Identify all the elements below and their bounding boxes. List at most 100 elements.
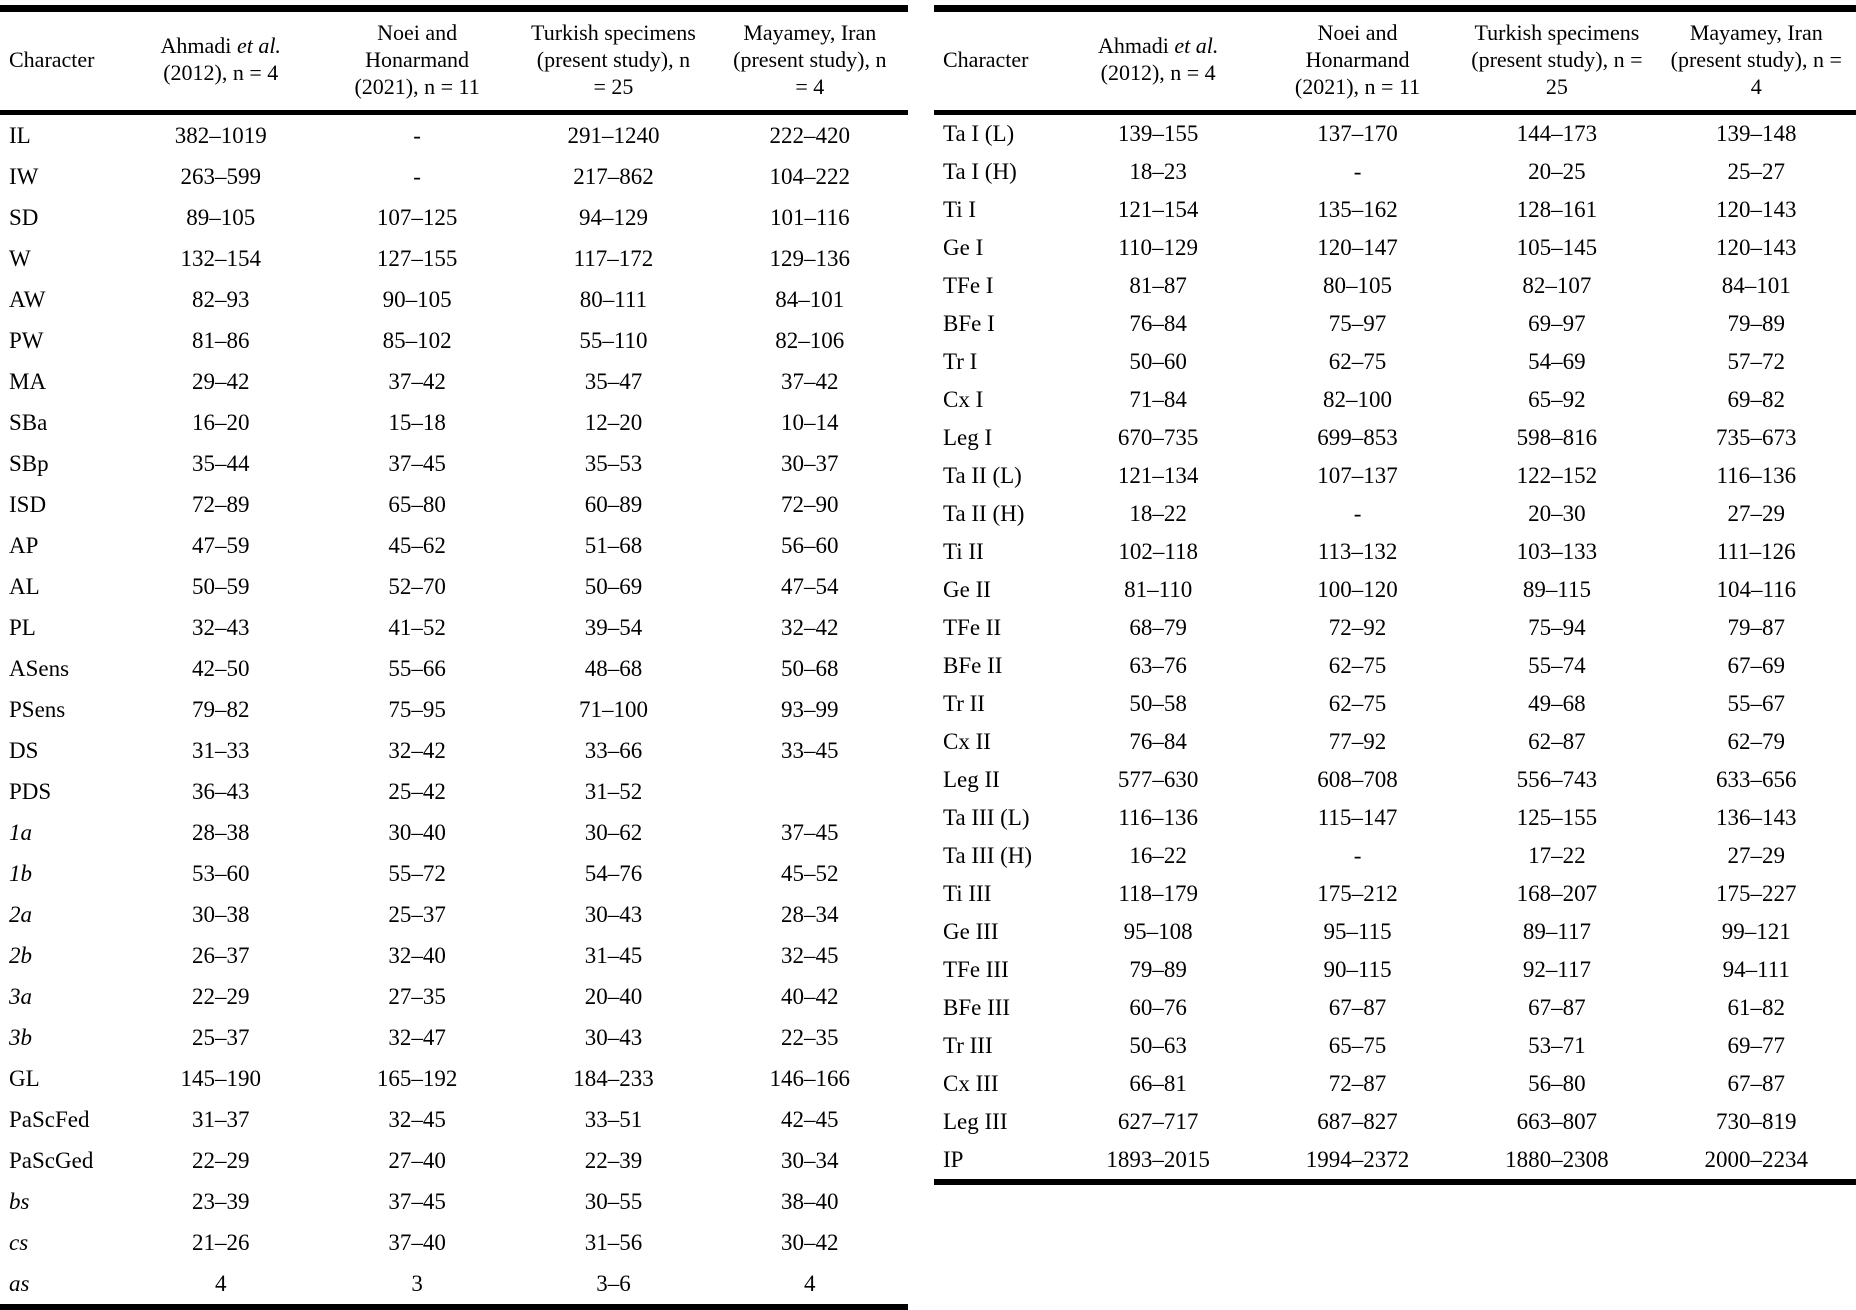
value-cell: 107–125	[376, 204, 458, 230]
character-cell: Ti II	[943, 539, 984, 565]
value-cell: 95–115	[1323, 919, 1392, 945]
table-row: Ta I (L) 139–155 137–170 144–173 139–148	[934, 113, 1856, 154]
value-cell: 31–56	[584, 1229, 643, 1255]
value-cell: 32–43	[192, 614, 250, 640]
value-cell: 120–143	[1716, 235, 1797, 261]
value-cell: 82–93	[192, 286, 250, 312]
value-cell: 3	[411, 1270, 423, 1296]
table-row: Ti I 121–154 135–162 128–161 120–143	[934, 191, 1856, 229]
value-cell: 85–102	[382, 327, 452, 353]
character-cell: Leg III	[943, 1109, 1008, 1135]
value-cell: 45–52	[781, 860, 839, 886]
value-cell: 53–60	[192, 860, 250, 886]
column-header: Turkish specimens (present study), n = 2…	[531, 20, 696, 99]
character-cell: Ti III	[943, 881, 992, 907]
left-table-container: Character Ahmadi et al. (2012), n = 4 Noei…	[0, 5, 908, 1310]
character-cell: PL	[9, 614, 36, 640]
value-cell: 121–134	[1117, 463, 1199, 489]
value-cell: 30–38	[192, 901, 250, 927]
character-cell: PDS	[9, 778, 52, 804]
value-cell: 55–72	[388, 860, 446, 886]
value-cell: 105–145	[1516, 235, 1598, 261]
character-cell: Ti I	[943, 197, 977, 223]
character-cell: Tr I	[943, 349, 978, 375]
value-cell: 38–40	[781, 1188, 839, 1214]
column-header: Mayamey, Iran (present study), n = 4	[733, 20, 887, 99]
table-row: Leg II 577–630 608–708 556–743 633–656	[934, 761, 1856, 799]
character-cell: W	[9, 245, 31, 271]
character-cell: 2b	[9, 942, 32, 968]
value-cell: 31–37	[192, 1106, 250, 1132]
character-cell: Ta III (H)	[943, 843, 1033, 869]
table-row: MA 29–42 37–42 35–47 37–42	[0, 361, 908, 402]
character-cell: IP	[943, 1147, 964, 1173]
character-cell: DS	[9, 737, 39, 763]
value-cell: 52–70	[388, 573, 446, 599]
value-cell: 60–76	[1129, 995, 1187, 1021]
character-cell: bs	[9, 1188, 30, 1214]
value-cell: 15–18	[388, 409, 446, 435]
character-cell: as	[9, 1270, 30, 1296]
value-cell: 139–155	[1117, 121, 1199, 147]
table-row: Tr II 50–58 62–75 49–68 55–67	[934, 685, 1856, 723]
table-row: AW 82–93 90–105 80–111 84–101	[0, 279, 908, 320]
value-cell: 128–161	[1516, 197, 1598, 223]
character-cell: Tr II	[943, 691, 985, 717]
value-cell: 90–105	[382, 286, 452, 312]
value-cell: 62–75	[1328, 653, 1387, 679]
value-cell: 27–35	[388, 983, 446, 1009]
table-row: Ta III (L) 116–136 115–147 125–155 136–143	[934, 799, 1856, 837]
table-row: PSens 79–82 75–95 71–100 93–99	[0, 689, 908, 730]
value-cell: 37–42	[781, 368, 839, 394]
value-cell: 25–37	[388, 901, 446, 927]
table-row: SBa 16–20 15–18 12–20 10–14	[0, 402, 908, 443]
value-cell: 175–227	[1716, 881, 1797, 907]
table-row: Ta III (H) 16–22 - 17–22 27–29	[934, 837, 1856, 875]
value-cell: -	[413, 122, 421, 148]
character-cell: TFe I	[943, 273, 994, 299]
value-cell: 26–37	[192, 942, 250, 968]
character-cell: SBp	[9, 450, 49, 476]
value-cell: 103–133	[1516, 539, 1598, 565]
value-cell: 121–154	[1117, 197, 1199, 223]
value-cell: 217–862	[573, 163, 654, 189]
table-row: PL 32–43 41–52 39–54 32–42	[0, 607, 908, 648]
value-cell: 144–173	[1516, 121, 1598, 147]
value-cell: 57–72	[1727, 349, 1786, 375]
value-cell: 81–87	[1129, 273, 1187, 299]
character-cell: MA	[9, 368, 47, 394]
table-row: AL 50–59 52–70 50–69 47–54	[0, 566, 908, 607]
value-cell: 730–819	[1716, 1109, 1797, 1135]
value-cell: 60–89	[584, 491, 643, 517]
value-cell: 10–14	[781, 409, 839, 435]
value-cell: 113–132	[1317, 539, 1398, 565]
value-cell: 102–118	[1118, 539, 1198, 565]
table-row: Leg I 670–735 699–853 598–816 735–673	[934, 419, 1856, 457]
column-header: Mayamey, Iran (present study), n = 4	[1670, 20, 1842, 99]
table-row: Ta I (H) 18–23 - 20–25 25–27	[934, 153, 1856, 191]
value-cell: 47–59	[192, 532, 250, 558]
table-row: Cx II 76–84 77–92 62–87 62–79	[934, 723, 1856, 761]
value-cell: 25–37	[192, 1024, 250, 1050]
value-cell: 79–89	[1129, 957, 1187, 983]
character-cell: Cx II	[943, 729, 991, 755]
value-cell: 82–107	[1522, 273, 1592, 299]
value-cell: 21–26	[192, 1229, 250, 1255]
table-row: GL 145–190 165–192 184–233 146–166	[0, 1058, 908, 1099]
table-row: Ge I 110–129 120–147 105–145 120–143	[934, 229, 1856, 267]
value-cell: 23–39	[192, 1188, 250, 1214]
value-cell: 89–105	[186, 204, 256, 230]
character-cell: Ta II (L)	[943, 463, 1022, 489]
value-cell: 37–42	[388, 368, 446, 394]
table-row: PDS 36–43 25–42 31–52	[0, 771, 908, 812]
value-cell: 71–100	[578, 696, 648, 722]
value-cell: 184–233	[573, 1065, 654, 1091]
value-cell: 55–66	[388, 655, 446, 681]
value-cell: 31–52	[584, 778, 643, 804]
table-row: Ta II (L) 121–134 107–137 122–152 116–136	[934, 457, 1856, 495]
value-cell: 32–40	[388, 942, 446, 968]
character-cell: PaScFed	[9, 1106, 90, 1132]
value-cell: 77–92	[1328, 729, 1387, 755]
value-cell: 79–89	[1727, 311, 1786, 337]
